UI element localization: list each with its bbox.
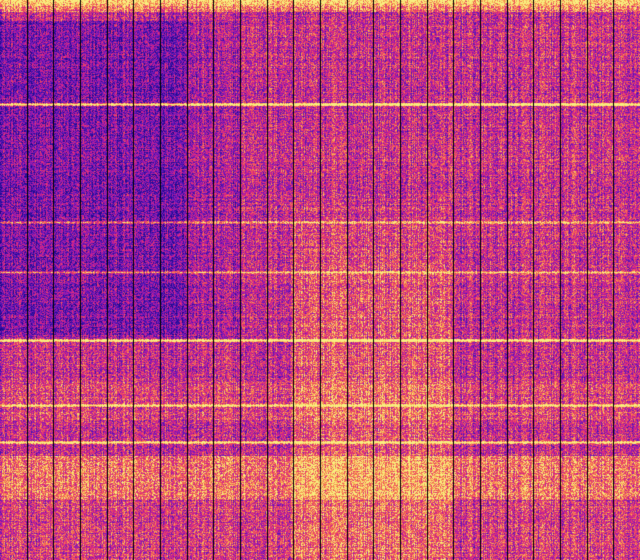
spectrogram-image [0,0,640,560]
